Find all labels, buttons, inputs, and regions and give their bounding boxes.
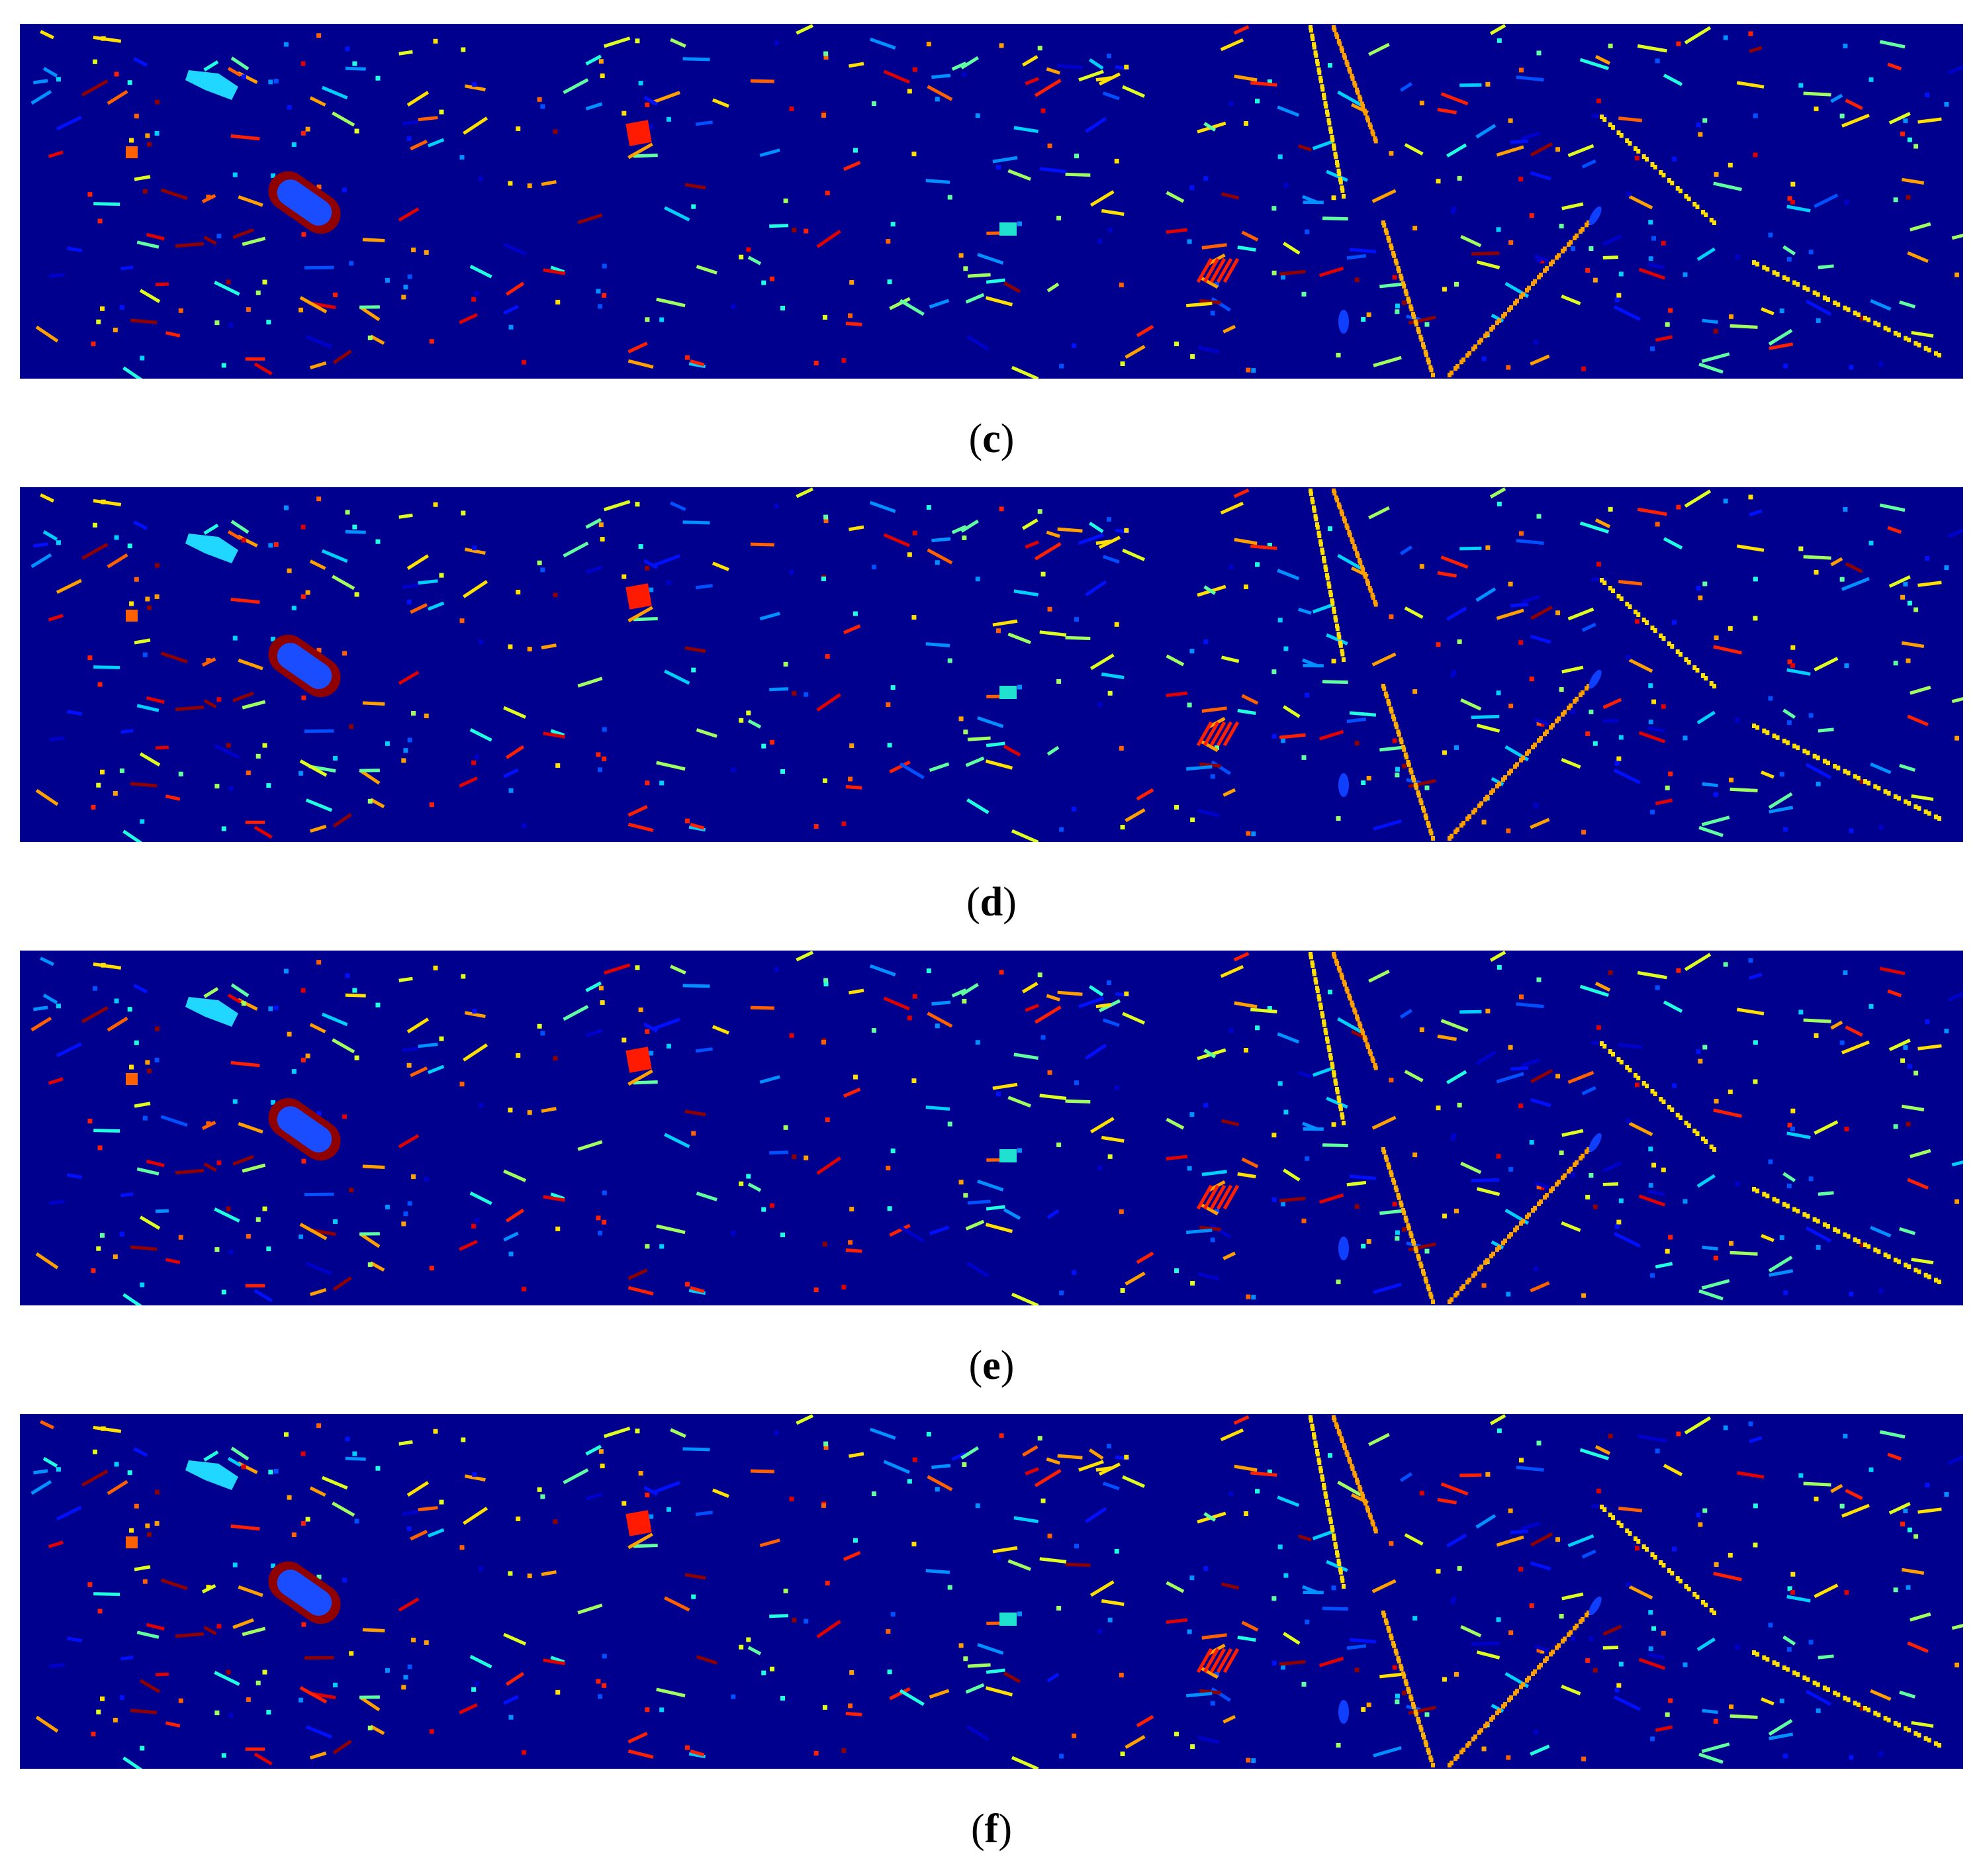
caption-e-open: (	[968, 1343, 983, 1388]
caption-f: (f)	[0, 1808, 1983, 1850]
map-canvas	[20, 487, 1963, 842]
classification-map-f	[20, 1414, 1963, 1769]
caption-e-close: )	[1000, 1343, 1015, 1388]
caption-d-letter: d	[980, 880, 1003, 925]
caption-f-letter: f	[984, 1806, 999, 1852]
caption-c: (c)	[0, 418, 1983, 459]
caption-e: (e)	[0, 1345, 1983, 1386]
map-canvas	[20, 951, 1963, 1305]
classification-map-c	[20, 24, 1963, 379]
caption-f-open: (	[971, 1806, 985, 1852]
caption-c-open: (	[968, 416, 983, 461]
classification-map-d	[20, 487, 1963, 842]
map-canvas	[20, 1414, 1963, 1769]
caption-c-close: )	[1000, 416, 1015, 461]
caption-c-letter: c	[982, 416, 1001, 461]
caption-d: (d)	[0, 882, 1983, 923]
caption-e-letter: e	[982, 1343, 1001, 1388]
classification-map-e	[20, 951, 1963, 1305]
map-canvas	[20, 24, 1963, 379]
caption-f-close: )	[998, 1806, 1012, 1852]
caption-d-close: )	[1003, 880, 1017, 925]
caption-d-open: (	[966, 880, 980, 925]
